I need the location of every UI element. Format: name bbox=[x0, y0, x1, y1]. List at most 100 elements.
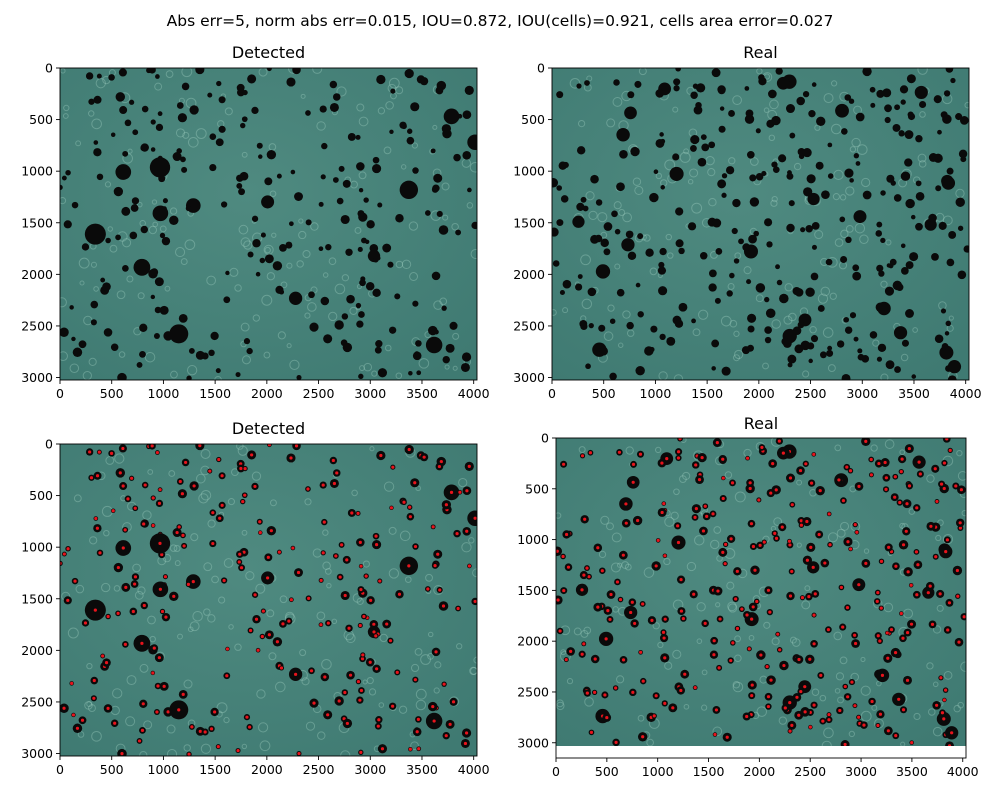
cell-center-marker bbox=[797, 657, 801, 662]
cell-center-marker bbox=[473, 516, 477, 520]
x-tick-label: 1500 bbox=[693, 764, 725, 779]
x-tick-label: 2500 bbox=[794, 764, 826, 779]
cell-mark bbox=[603, 222, 613, 231]
cell-mark bbox=[320, 296, 330, 306]
cell-center-marker bbox=[751, 605, 755, 609]
cell-center-marker bbox=[766, 588, 771, 592]
cell-center-marker bbox=[181, 533, 185, 537]
cell-center-marker bbox=[62, 552, 66, 556]
cell-center-marker bbox=[750, 683, 754, 687]
y-tick-label: 3000 bbox=[513, 370, 545, 385]
x-tick-label: 4000 bbox=[950, 386, 982, 401]
cell-mark bbox=[102, 282, 111, 291]
cell-center-marker bbox=[797, 713, 801, 717]
cell-center-marker bbox=[89, 476, 94, 480]
cell-center-marker bbox=[248, 725, 252, 729]
cell-center-marker bbox=[721, 550, 725, 554]
cell-center-marker bbox=[402, 500, 406, 504]
cell-mark bbox=[279, 244, 287, 252]
cell-mark bbox=[441, 305, 447, 311]
cell-mark bbox=[915, 135, 923, 143]
cell-center-marker bbox=[359, 750, 363, 754]
cell-center-marker bbox=[799, 519, 803, 523]
cell-center-marker bbox=[444, 734, 448, 738]
cell-center-marker bbox=[580, 652, 584, 656]
cell-mark bbox=[559, 289, 565, 296]
cell-mark bbox=[898, 130, 905, 137]
cell-center-marker bbox=[879, 559, 884, 563]
cell-mark bbox=[826, 349, 834, 357]
cell-center-marker bbox=[569, 649, 573, 654]
cell-mark bbox=[218, 96, 226, 104]
cell-mark bbox=[320, 174, 326, 180]
x-tick-label: 0 bbox=[552, 764, 560, 779]
cell-mark bbox=[764, 326, 772, 334]
cell-center-marker bbox=[811, 565, 815, 569]
cell-center-marker bbox=[243, 466, 247, 471]
cell-mark bbox=[748, 234, 757, 244]
cell-center-marker bbox=[266, 576, 270, 580]
cell-mark bbox=[241, 116, 248, 123]
y-tick-label: 2500 bbox=[517, 684, 549, 699]
cell-center-marker bbox=[889, 550, 894, 554]
cell-mark bbox=[121, 206, 131, 216]
cell-center-marker bbox=[676, 456, 681, 460]
cell-mark bbox=[366, 220, 375, 229]
cell-center-marker bbox=[374, 542, 379, 547]
cell-mark bbox=[590, 234, 599, 244]
cell-center-marker bbox=[705, 514, 709, 518]
cell-mark bbox=[318, 246, 324, 252]
cell-center-marker bbox=[413, 544, 418, 549]
cell-mark bbox=[657, 266, 667, 275]
cell-mark bbox=[910, 214, 916, 220]
cell-center-marker bbox=[216, 745, 220, 749]
cell-mark bbox=[893, 326, 908, 340]
cell-mark bbox=[110, 343, 119, 352]
cell-center-marker bbox=[790, 503, 794, 507]
cell-center-marker bbox=[70, 681, 74, 685]
cell-center-marker bbox=[213, 710, 217, 714]
cell-center-marker bbox=[962, 615, 966, 619]
cell-center-marker bbox=[617, 450, 622, 454]
cell-mark bbox=[803, 187, 813, 197]
cell-mark bbox=[260, 232, 266, 238]
cell-mark bbox=[71, 201, 79, 209]
cell-center-marker bbox=[838, 708, 842, 713]
cell-mark bbox=[695, 83, 706, 93]
cell-mark bbox=[811, 244, 817, 250]
cell-mark bbox=[172, 152, 182, 162]
cell-mark bbox=[162, 198, 168, 204]
cell-mark bbox=[215, 368, 221, 374]
cell-center-marker bbox=[904, 529, 908, 533]
cell-mark bbox=[377, 368, 388, 378]
cell-center-marker bbox=[116, 565, 120, 570]
cell-mark bbox=[892, 124, 901, 132]
cell-mark bbox=[811, 82, 817, 87]
cell-mark bbox=[595, 264, 611, 279]
cell-center-marker bbox=[307, 596, 311, 601]
cell-mark bbox=[345, 248, 353, 256]
cell-center-marker bbox=[841, 499, 846, 503]
cell-mark bbox=[931, 252, 939, 261]
cell-mark bbox=[771, 115, 781, 126]
cell-center-marker bbox=[631, 690, 635, 694]
cell-mark bbox=[742, 243, 751, 252]
cell-center-marker bbox=[326, 713, 330, 717]
cell-mark bbox=[119, 106, 128, 115]
cell-center-marker bbox=[939, 676, 943, 680]
cell-center-marker bbox=[907, 446, 911, 451]
cell-mark bbox=[141, 105, 149, 113]
cell-center-marker bbox=[347, 626, 351, 630]
cell-mark bbox=[634, 80, 642, 88]
cell-center-marker bbox=[641, 735, 645, 739]
cell-center-marker bbox=[209, 727, 214, 731]
cell-center-marker bbox=[846, 695, 850, 699]
cell-center-marker bbox=[281, 622, 285, 626]
cell-center-marker bbox=[391, 704, 395, 708]
cell-mark bbox=[462, 150, 472, 160]
cell-center-marker bbox=[928, 584, 932, 588]
cell-center-marker bbox=[294, 444, 299, 448]
cell-center-marker bbox=[652, 714, 656, 718]
cell-center-marker bbox=[377, 718, 381, 722]
cell-mark bbox=[220, 201, 228, 208]
